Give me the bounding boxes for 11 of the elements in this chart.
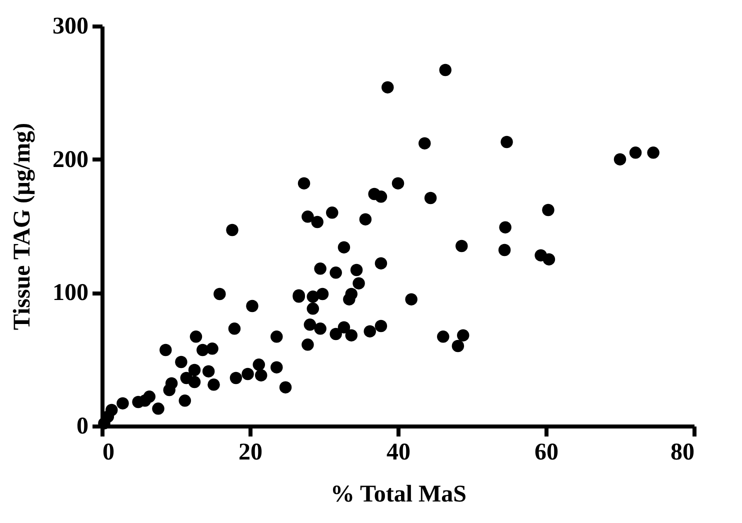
x-tick-label: 80 [670,440,694,466]
y-axis-title: Tissue TAG (µg/mg) [10,122,36,330]
y-tick-label: 0 [76,414,88,440]
y-tick-label: 100 [52,280,88,306]
x-tick-label: 0 [102,440,114,466]
y-tick-label: 300 [52,14,88,40]
x-axis-title: % Total MaS [330,482,467,508]
x-tick-label: 60 [534,440,558,466]
x-tick-label: 20 [238,440,262,466]
y-tick-label: 200 [52,146,88,173]
x-tick-label: 40 [386,440,410,466]
